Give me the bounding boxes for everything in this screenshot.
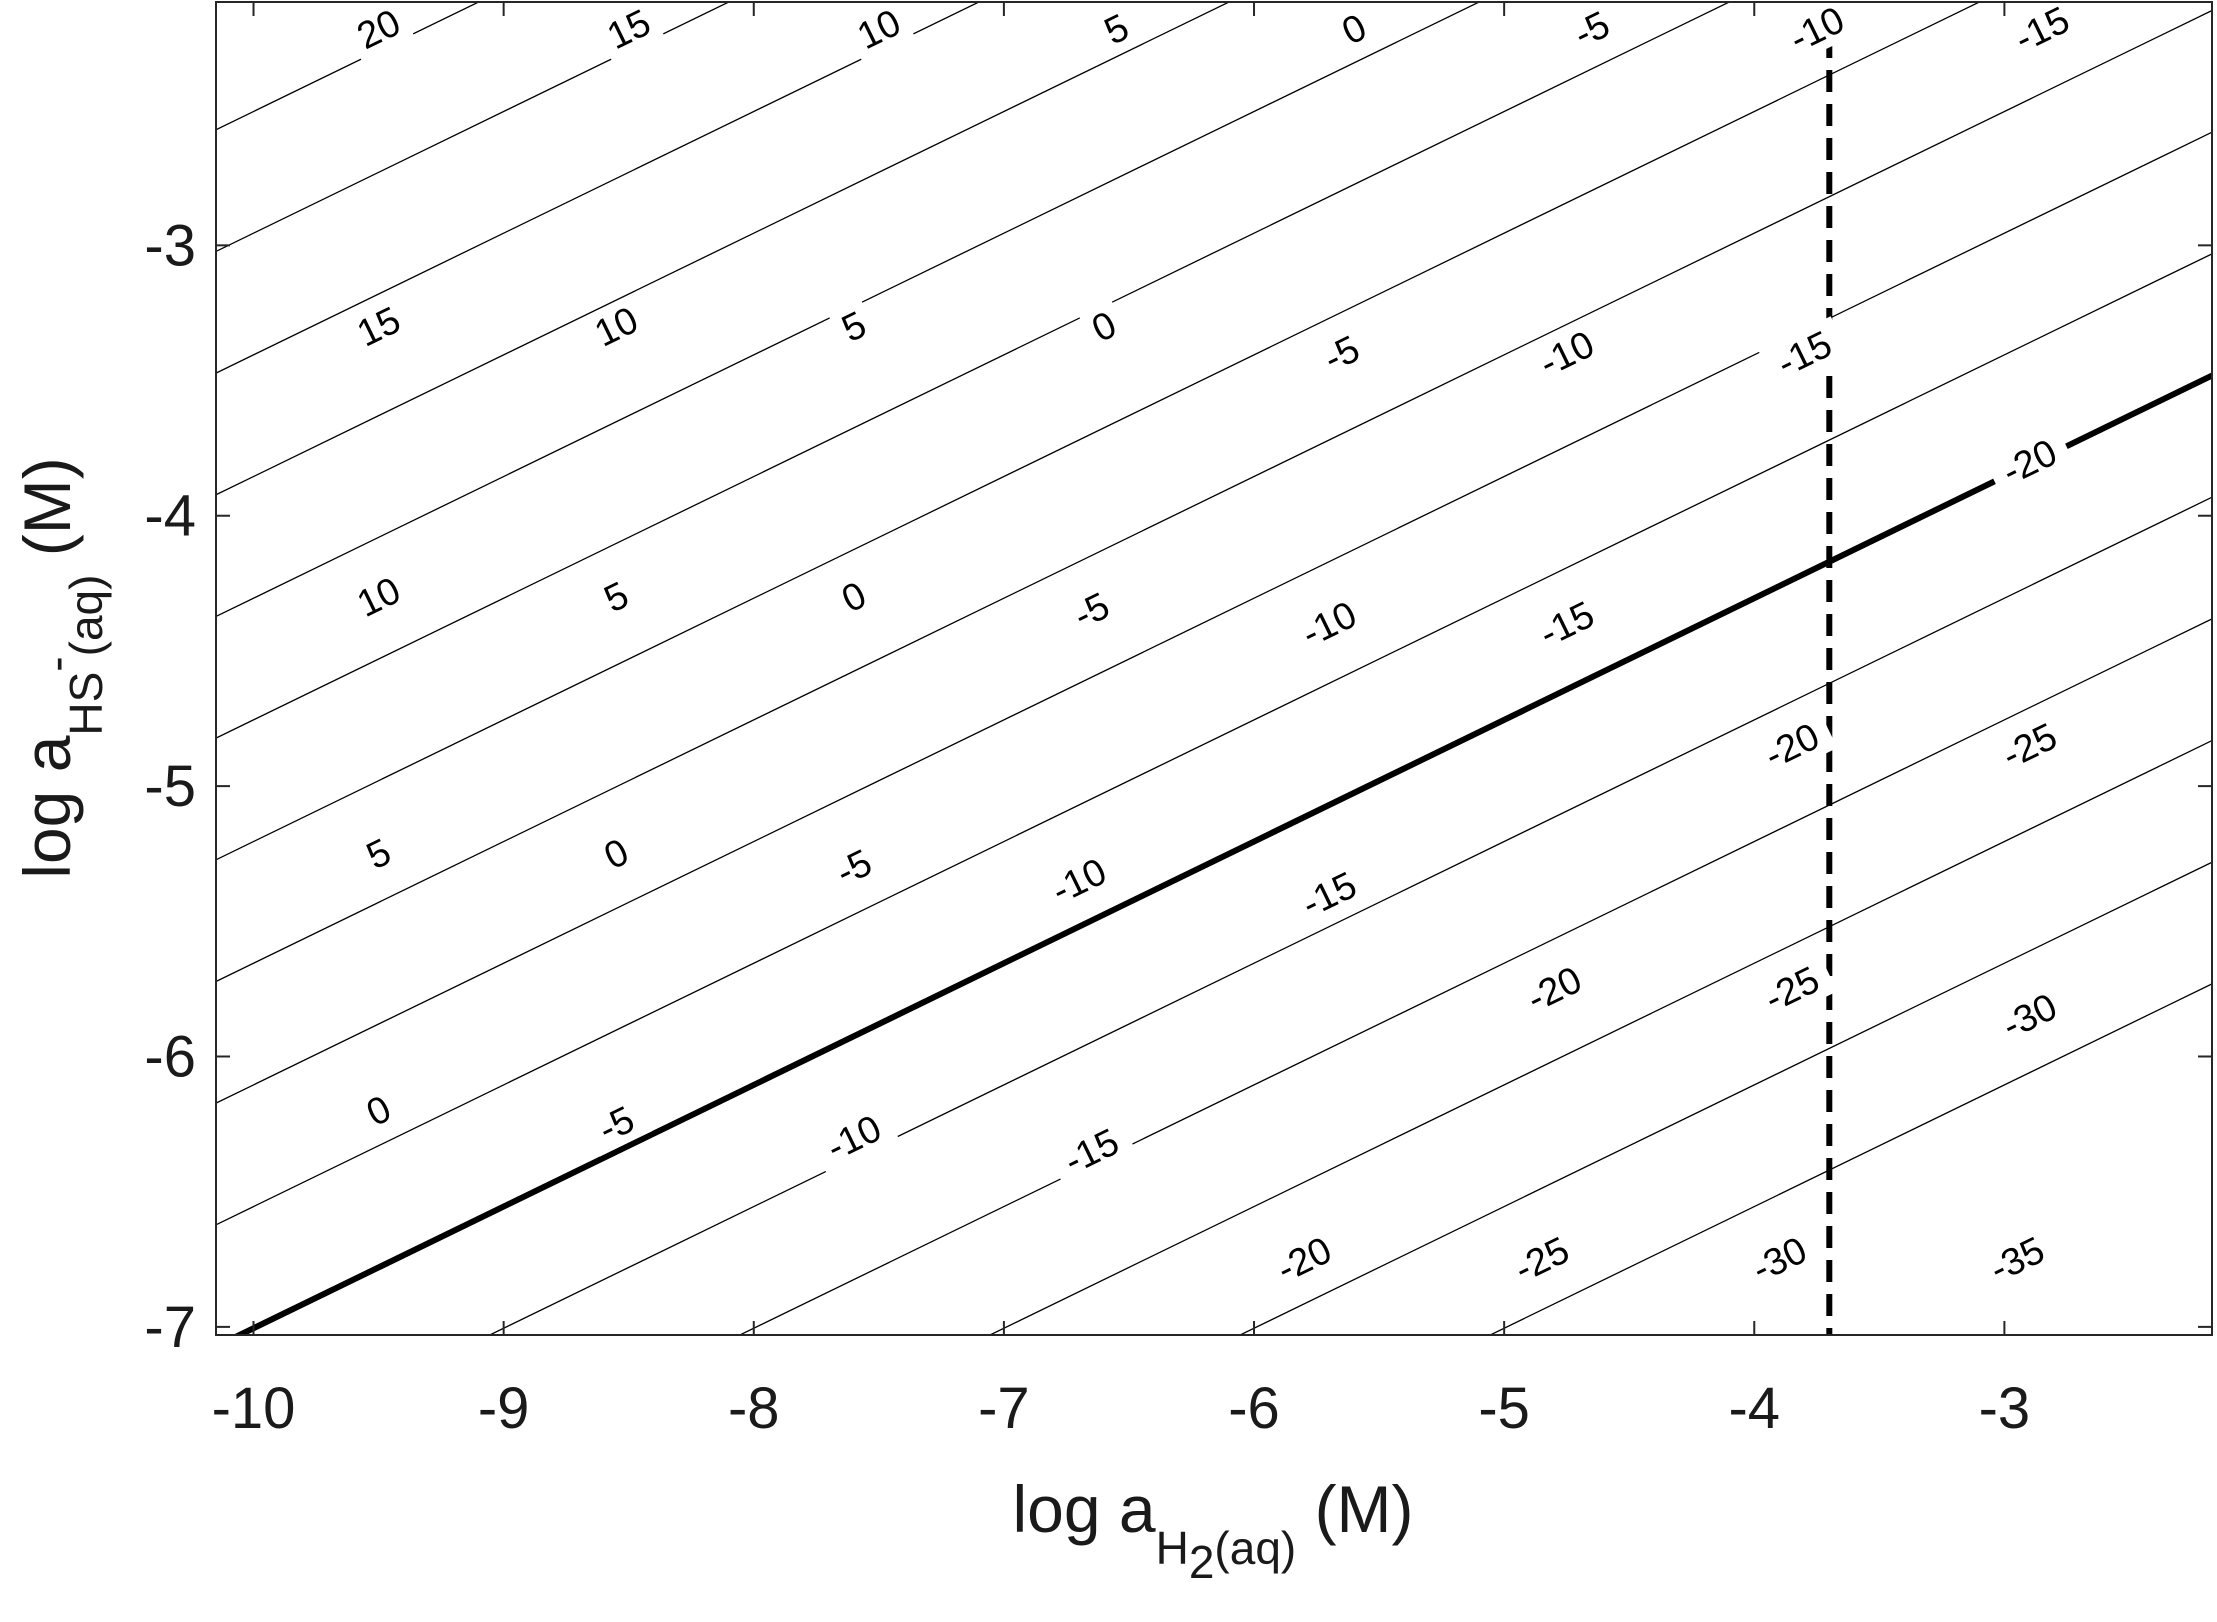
contour-label-gap xyxy=(342,293,415,359)
y-tick-label: -3 xyxy=(144,213,196,278)
contour-label-gap xyxy=(1758,316,1850,391)
contour-lines xyxy=(216,2,2212,1335)
x-tick-label: -7 xyxy=(978,1376,1030,1441)
contour-label-gap xyxy=(590,826,643,882)
contour-label-gap xyxy=(828,298,880,355)
contour-label-gap xyxy=(1996,0,2088,67)
contour-label-gap xyxy=(1521,586,1613,662)
contour-label-gap xyxy=(1983,978,2076,1054)
contour-label-gap xyxy=(843,0,915,62)
contour-label-gap xyxy=(580,293,652,359)
contour-label-gap xyxy=(352,826,405,882)
x-axis-title: log aH2(aq) (M) xyxy=(1012,1472,1413,1588)
contour-label-gap xyxy=(1078,298,1130,355)
contour-label-gap xyxy=(1283,586,1375,662)
contour-label-gap xyxy=(1045,1113,1138,1189)
axis-titles: log aH2(aq) (M) log aHS-(aq) (M) xyxy=(10,457,1414,1588)
contour-line xyxy=(216,2,981,374)
contour-label-gap xyxy=(1328,1,1380,57)
contour-label-gap xyxy=(1971,1222,2063,1297)
contour-line xyxy=(216,9,2212,983)
contour-label-gap xyxy=(1746,951,1838,1027)
contour-label-gap xyxy=(1771,0,1863,67)
plot-frame xyxy=(215,1,2213,1336)
x-tick-label: -5 xyxy=(1478,1376,1530,1441)
x-tick-label: -3 xyxy=(1979,1376,2031,1441)
contour-label-gap xyxy=(580,1091,652,1157)
contour-line xyxy=(216,253,2212,1226)
contour-label-gap xyxy=(1521,316,1613,391)
contour-label-gap xyxy=(352,1082,405,1139)
contour-label-gap xyxy=(1258,1222,1350,1297)
axis-ticks: -10 -9 -8 -7 -6 -5 -4 -3 -3 -4 -5 -6 -7 xyxy=(144,2,2212,1441)
contour-label-gap xyxy=(590,569,643,625)
x-tick-label: -4 xyxy=(1728,1376,1780,1441)
x-tick-label: -8 xyxy=(728,1376,780,1441)
contour-line xyxy=(1238,861,2212,1335)
contour-label-gap xyxy=(1555,0,1628,62)
contour-label-gap xyxy=(818,834,890,900)
contour-label-gap xyxy=(1508,951,1600,1027)
contour-label-gap xyxy=(1055,577,1128,643)
contour-label-gap xyxy=(342,0,415,62)
y-tick-label: -7 xyxy=(144,1295,196,1360)
contour-line xyxy=(988,739,2212,1335)
contour-label-gap xyxy=(1305,321,1378,386)
contour-label-gap xyxy=(808,1100,900,1175)
contour-line xyxy=(738,618,2212,1335)
contour-line xyxy=(216,2,1481,618)
contour-line xyxy=(1488,983,2212,1335)
contour-label-gap xyxy=(1033,843,1125,919)
contour-label-gap xyxy=(593,0,665,62)
y-tick-label: -6 xyxy=(144,1025,196,1090)
contour-label-gap xyxy=(1283,856,1375,932)
contour-line xyxy=(216,2,1981,861)
contour-label-gap xyxy=(1090,1,1143,57)
x-tick-label: -6 xyxy=(1228,1376,1280,1441)
contour-line xyxy=(216,2,1731,739)
y-tick-label: -4 xyxy=(144,484,196,549)
contour-line xyxy=(216,2,731,253)
contour-label-gap xyxy=(828,569,880,625)
y-tick-label: -5 xyxy=(144,754,196,819)
contour-label-gap xyxy=(1496,1222,1588,1297)
contour-label-gap xyxy=(1746,708,1838,783)
contour-label-gap xyxy=(342,564,415,630)
x-tick-label: -10 xyxy=(212,1376,296,1441)
contour-label-gap xyxy=(1983,708,2076,783)
contour-line-zero xyxy=(232,372,2212,1335)
contour-line xyxy=(488,496,2212,1335)
y-axis-title: log aHS-(aq) (M) xyxy=(10,457,112,878)
x-tick-label: -9 xyxy=(478,1376,530,1441)
contour-label-gap xyxy=(1733,1222,1825,1297)
contour-label-gap xyxy=(1983,424,2076,499)
contour-line xyxy=(216,2,1231,496)
contour-line xyxy=(216,131,2212,1104)
